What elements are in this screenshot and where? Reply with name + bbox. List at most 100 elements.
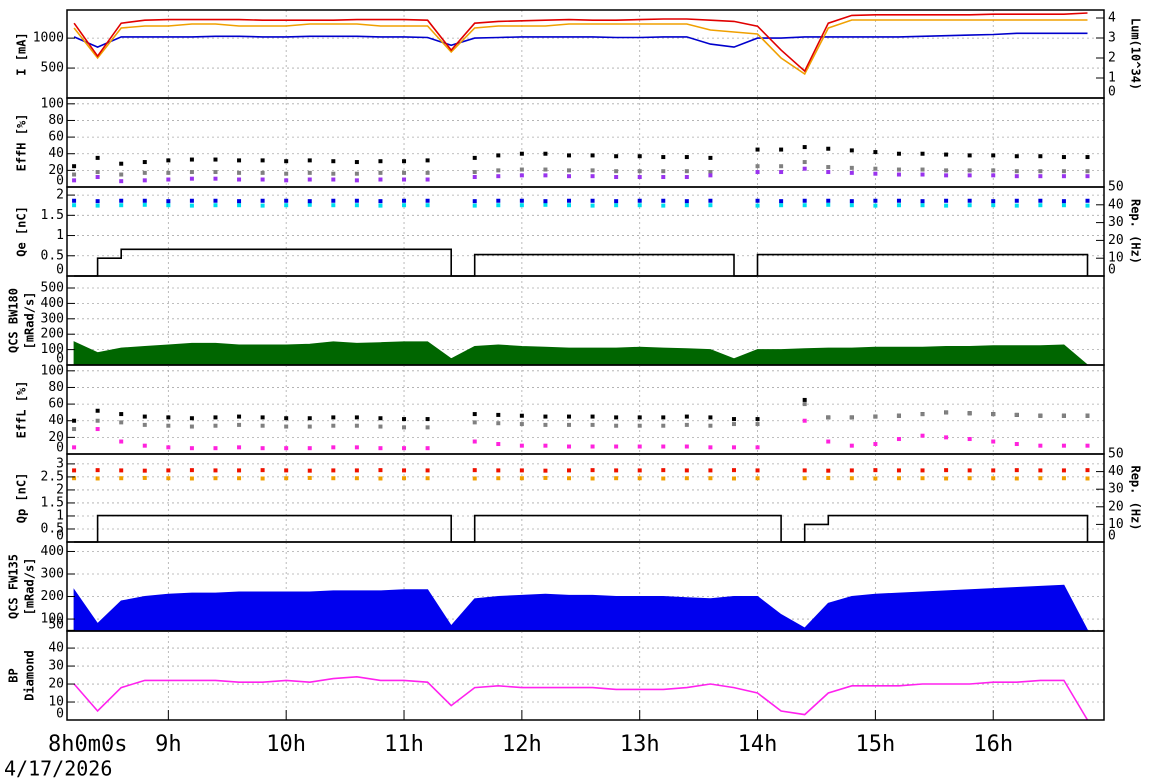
series-point xyxy=(307,158,312,163)
series-point xyxy=(237,414,242,419)
series-point xyxy=(354,198,359,203)
series-point xyxy=(967,468,972,473)
series-point xyxy=(519,173,524,178)
y2-tick-label: 50 xyxy=(1108,447,1124,462)
series-point xyxy=(920,172,925,177)
series-point xyxy=(873,171,878,176)
series-point xyxy=(967,203,972,208)
series-point xyxy=(72,427,77,432)
series-point xyxy=(1061,155,1066,160)
series-point xyxy=(637,154,642,159)
series-point xyxy=(119,179,124,184)
series-point xyxy=(802,418,807,423)
series-point xyxy=(567,444,572,449)
series-point xyxy=(472,175,477,180)
series-point xyxy=(119,476,124,481)
series-point xyxy=(72,164,77,169)
series-point xyxy=(213,176,218,181)
series-point xyxy=(402,468,407,473)
series-point xyxy=(849,468,854,473)
series-step xyxy=(74,248,1089,277)
series-point xyxy=(519,468,524,473)
series-point xyxy=(307,177,312,182)
y-tick-label: 1 xyxy=(56,228,64,243)
series-point xyxy=(519,413,524,418)
series-point xyxy=(731,422,736,427)
series-point xyxy=(1038,413,1043,418)
series-point xyxy=(402,177,407,182)
y-tick-label: 1.5 xyxy=(41,208,64,223)
series-point xyxy=(920,167,925,172)
series-point xyxy=(590,198,595,203)
series-point xyxy=(873,203,878,208)
series-point xyxy=(307,446,312,451)
series-point xyxy=(496,174,501,179)
series-point xyxy=(354,445,359,450)
series-point xyxy=(873,468,878,473)
series-point xyxy=(967,411,972,416)
series-point xyxy=(849,476,854,481)
series-point xyxy=(849,199,854,204)
series-point xyxy=(614,199,619,204)
series-point xyxy=(637,198,642,203)
series-point xyxy=(166,445,171,450)
series-point xyxy=(802,397,807,402)
series-point xyxy=(920,433,925,438)
series-point xyxy=(213,415,218,420)
series-point xyxy=(637,203,642,208)
series-point xyxy=(72,476,77,481)
series-point xyxy=(684,476,689,481)
series-point xyxy=(166,158,171,163)
y-axis-label: [mRad/s] xyxy=(23,292,37,350)
series-point xyxy=(567,414,572,419)
series-point xyxy=(425,446,430,451)
series-point xyxy=(826,198,831,203)
y-axis-label: Diamond xyxy=(23,650,37,701)
series-point xyxy=(354,203,359,208)
series-point xyxy=(142,198,147,203)
series-point xyxy=(402,417,407,422)
series-point xyxy=(260,203,265,208)
series-point xyxy=(590,414,595,419)
series-point xyxy=(95,418,100,423)
series-point xyxy=(284,468,289,473)
series-point xyxy=(237,177,242,182)
y-axis-label: I [mA] xyxy=(15,32,29,75)
series-point xyxy=(1014,154,1019,159)
series-point xyxy=(119,203,124,208)
series-point xyxy=(590,153,595,158)
series-point xyxy=(284,198,289,203)
series-point xyxy=(567,198,572,203)
series-point xyxy=(1014,468,1019,473)
series-point xyxy=(237,199,242,204)
series-point xyxy=(543,173,548,178)
series-point xyxy=(708,476,713,481)
series-point xyxy=(260,198,265,203)
series-point xyxy=(166,468,171,473)
series-point xyxy=(472,412,477,417)
series-point xyxy=(896,413,901,418)
series-point xyxy=(496,153,501,158)
series-point xyxy=(284,446,289,451)
series-point xyxy=(708,445,713,450)
series-point xyxy=(708,155,713,160)
series-point xyxy=(142,475,147,480)
series-point xyxy=(684,422,689,427)
series-point xyxy=(920,199,925,204)
series-point xyxy=(967,437,972,442)
series-point xyxy=(472,170,477,175)
date-label: 4/17/2026 xyxy=(4,757,112,781)
series-point xyxy=(260,158,265,163)
series-point xyxy=(189,203,194,208)
series-point xyxy=(237,422,242,427)
series-point xyxy=(1061,174,1066,179)
series-point xyxy=(496,476,501,481)
series-point xyxy=(472,439,477,444)
y-tick-label: 20 xyxy=(48,430,64,445)
series-point xyxy=(873,442,878,447)
series-point xyxy=(967,173,972,178)
series-point xyxy=(755,198,760,203)
series-point xyxy=(614,423,619,428)
series-point xyxy=(354,178,359,183)
